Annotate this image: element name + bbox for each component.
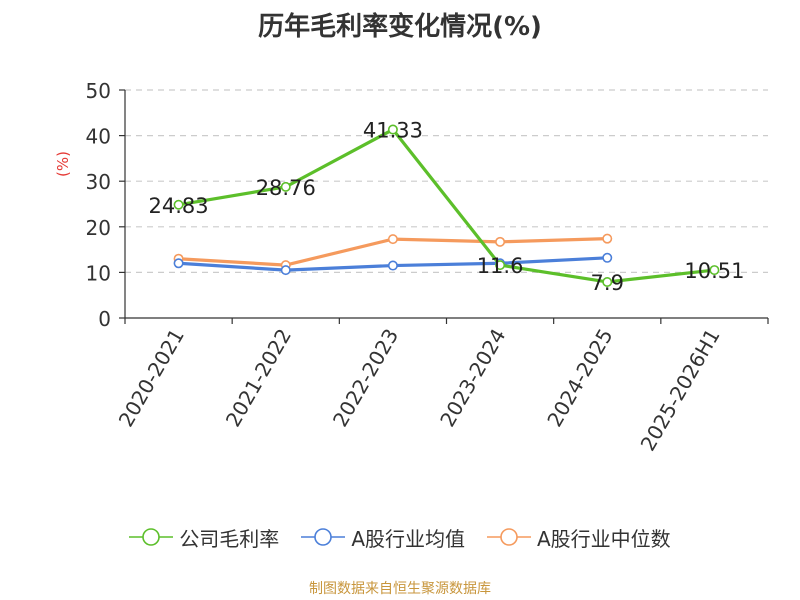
data-label: 11.6 [477,254,524,278]
legend-item[interactable]: A股行业均值 [301,523,465,552]
legend-label: A股行业中位数 [537,526,671,551]
data-point [280,265,291,276]
x-tick-label: 2020-2021 [114,325,189,431]
x-tick-label: 2021-2022 [221,325,296,431]
x-tick-label: 2022-2023 [328,325,403,431]
series-layer [173,124,720,287]
data-label: 41.33 [363,119,423,143]
y-tick-label: 20 [86,216,111,240]
grid-lines [125,89,768,273]
data-point [495,236,506,247]
x-tick-label: 2025-2026H1 [636,325,725,455]
y-tick-label: 50 [86,79,111,103]
legend-marker-icon [487,528,531,546]
legend-label: A股行业均值 [351,526,465,551]
x-tick-label: 2023-2024 [435,325,510,431]
y-tick-label: 0 [98,307,111,331]
data-point [173,199,184,210]
legend-circle [314,528,333,546]
y-tick-label: 10 [86,261,111,285]
data-point [387,260,398,271]
y-tick-label: 30 [86,170,111,194]
data-point [602,276,613,287]
data-labels: 24.83 28.76 41.33 11.6 7.9 10.51 [149,119,745,295]
data-point [280,181,291,192]
legend-item[interactable]: A股行业中位数 [487,523,671,552]
data-point [709,265,720,276]
chart-title: 历年毛利率变化情况(%) [258,12,542,42]
data-point [387,124,398,135]
data-label: 28.76 [256,176,316,200]
legend-label: 公司毛利率 [179,526,280,551]
data-label: 24.83 [149,194,209,218]
legend-marker-icon [129,528,174,546]
data-point [602,252,613,263]
data-label: 7.9 [591,271,624,295]
legend-circle [500,528,518,546]
legend-circle [142,528,161,546]
data-point [173,258,184,269]
legend: 公司毛利率 A股行业均值 A股行业中位数 [0,519,800,555]
y-tick-label: 40 [86,125,111,149]
y-axis-label: (%) [54,151,72,177]
data-point [387,234,398,245]
legend-item[interactable]: 公司毛利率 [129,523,279,552]
x-tick-label: 2024-2025 [542,325,617,431]
data-point [495,260,506,271]
series-line [178,127,715,284]
source-footer: 制图数据来自恒生聚源数据库 [309,581,491,597]
data-point [602,233,613,244]
data-label: 10.51 [684,259,744,283]
legend-marker-icon [301,528,346,546]
